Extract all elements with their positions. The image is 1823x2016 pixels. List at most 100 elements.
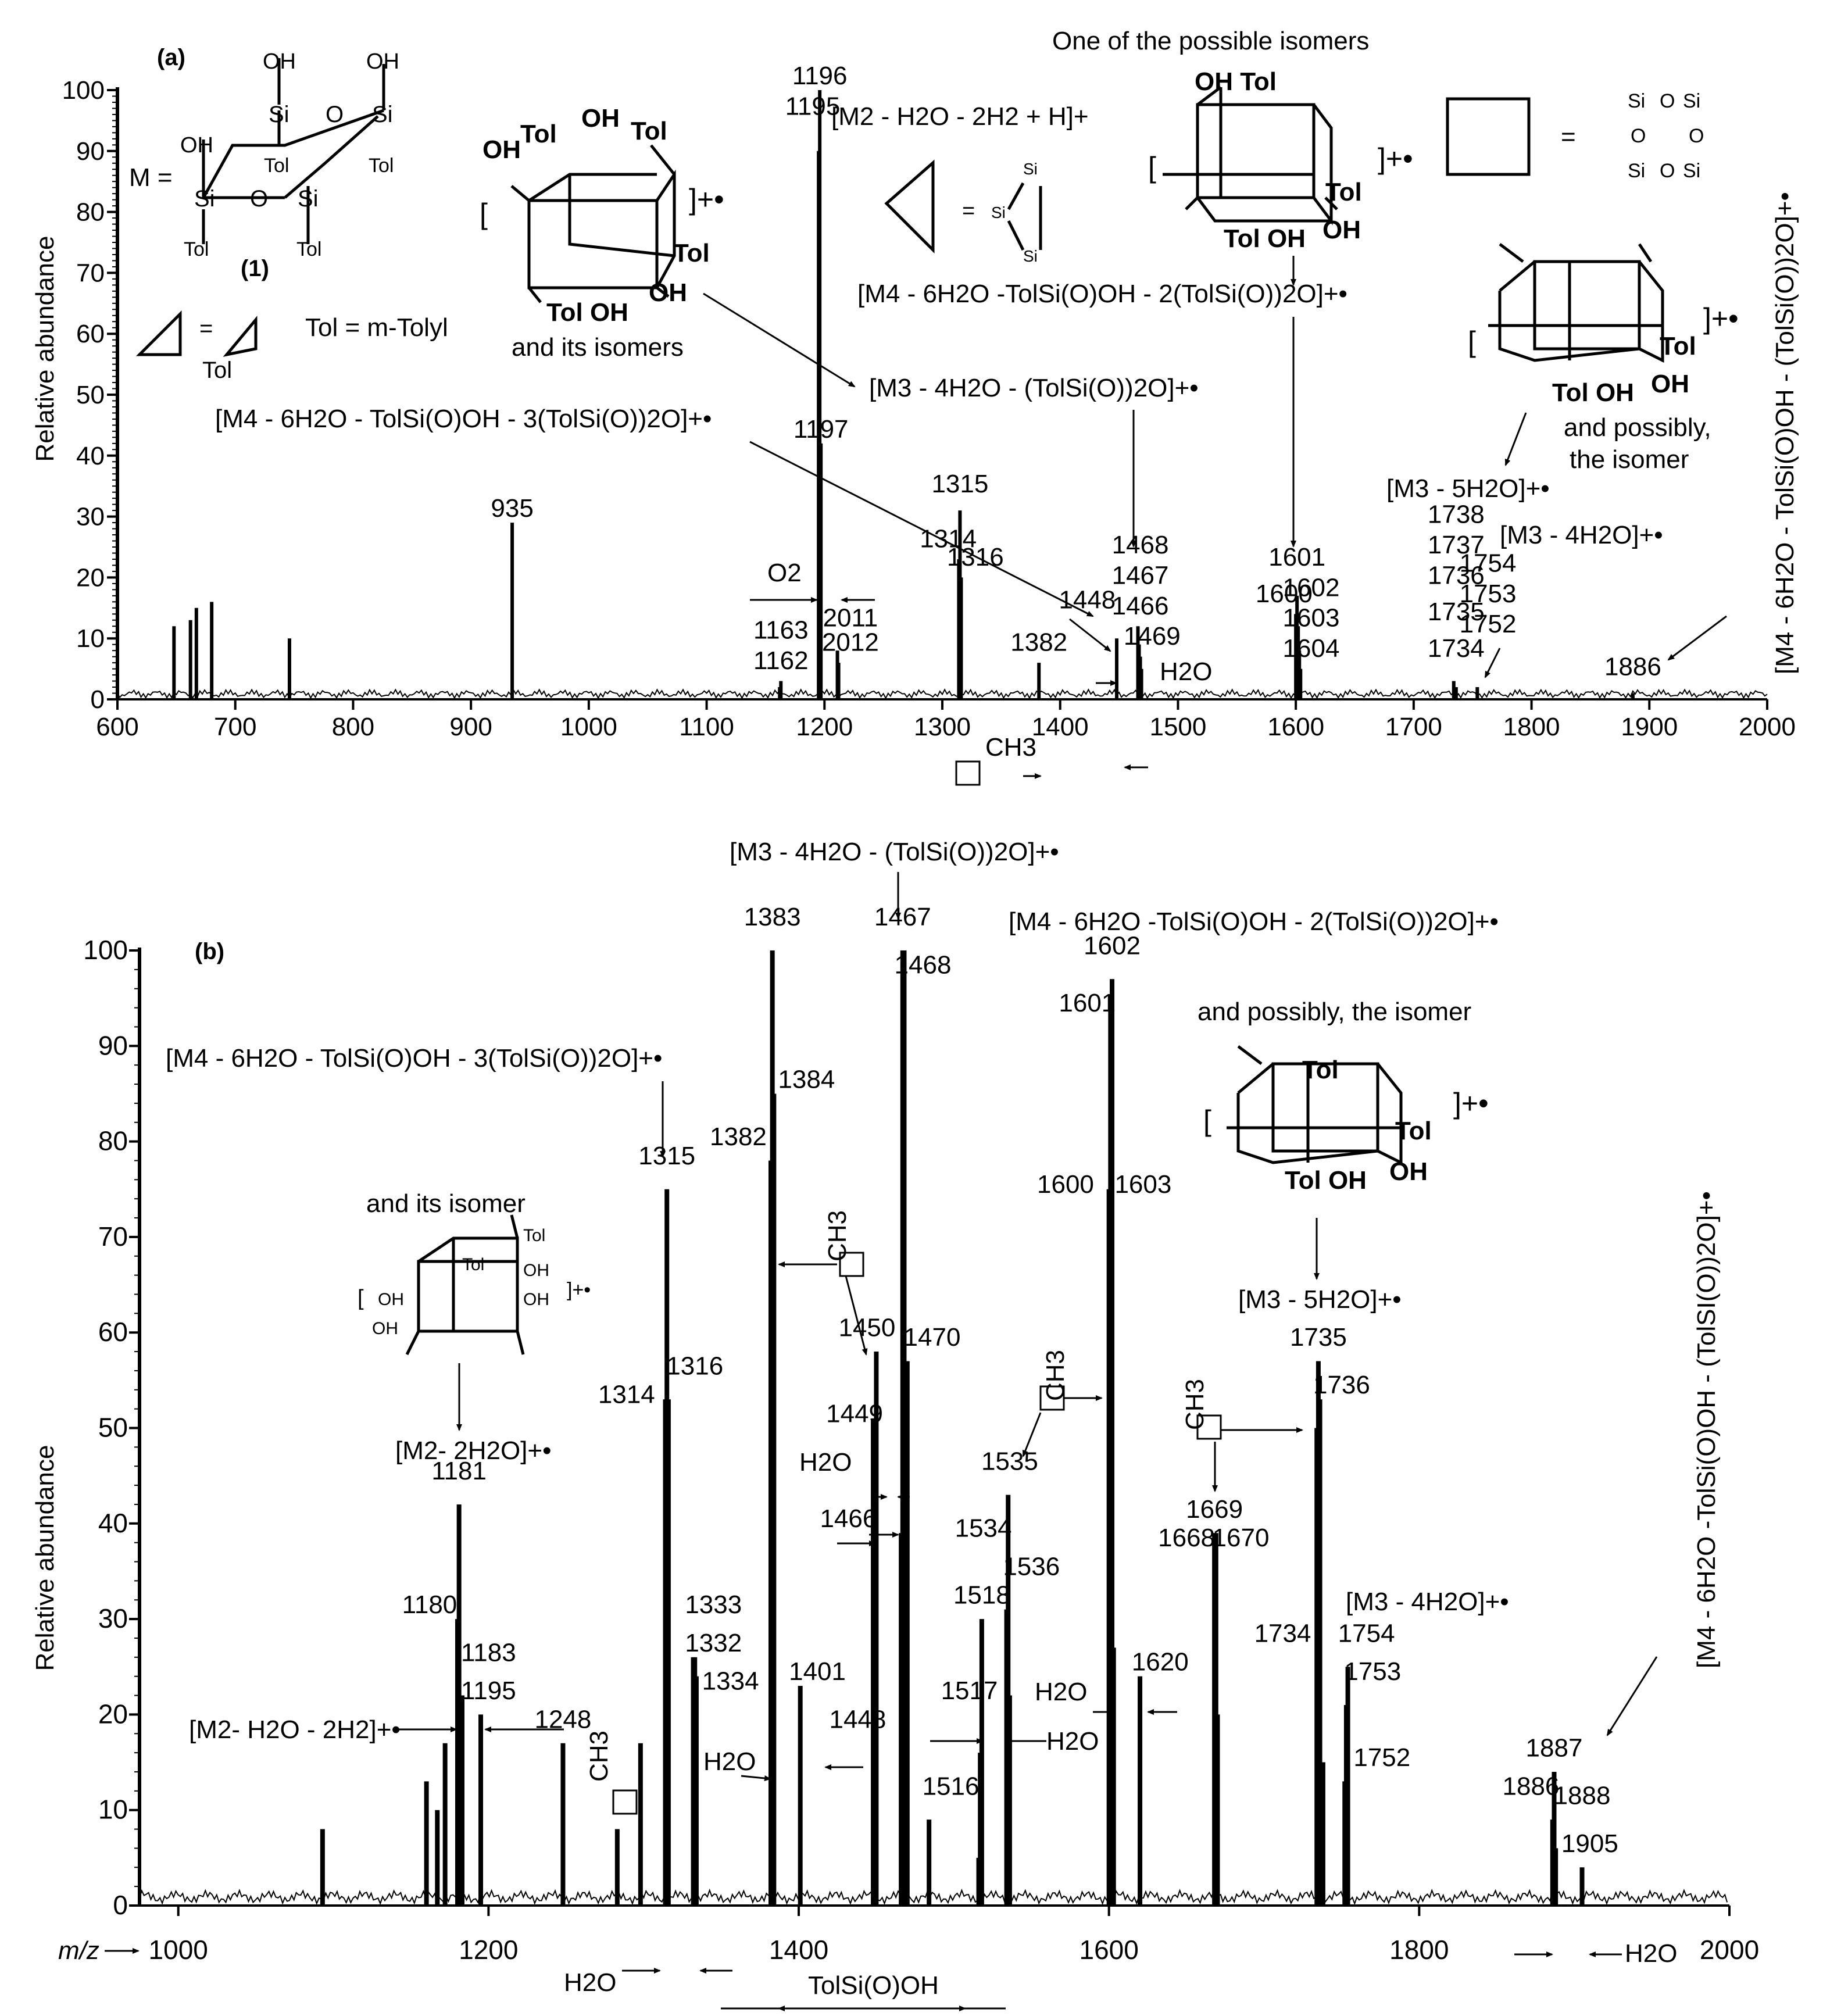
- ring-icon: [612, 1789, 638, 1815]
- cage-tol-oh-label: Tol OH: [546, 298, 628, 327]
- peak-label: 1735: [1428, 598, 1485, 626]
- peak-label: 1752: [1353, 1743, 1410, 1772]
- panel-b-axes: [129, 948, 1731, 1916]
- peak-label: 1600: [1037, 1170, 1094, 1199]
- struct-si-label: Si: [372, 102, 393, 127]
- y-tick-label: 10: [76, 624, 105, 653]
- cage-oh-label: OH: [378, 1290, 404, 1309]
- legend-o: O: [1660, 160, 1675, 182]
- x-tick-label: 1300: [914, 713, 971, 741]
- panel-a-peaks: [117, 90, 1768, 700]
- x-tick-label: 1900: [1621, 713, 1678, 741]
- peak-label: 1195: [461, 1677, 516, 1705]
- peak-label: 1314: [598, 1381, 655, 1409]
- cage-tol-oh-label: Tol OH: [1285, 1166, 1367, 1195]
- y-tick-label: 40: [98, 1508, 128, 1538]
- peak-label: 1195: [785, 92, 841, 120]
- peak-label: 1469: [1124, 622, 1181, 650]
- annotation-tolsioh-span: TolSi(O)OH: [808, 1971, 939, 2000]
- y-tick-label: 70: [98, 1221, 128, 1252]
- y-tick-label: 40: [76, 442, 105, 470]
- cage-oh-label: OH: [523, 1290, 549, 1309]
- cage-oh-label: OH: [523, 1261, 549, 1280]
- y-tick-label: 70: [76, 259, 105, 287]
- y-tick-label: 50: [76, 381, 105, 409]
- struct-si-label: Si: [298, 186, 319, 212]
- x-tick-label: 1700: [1385, 713, 1442, 741]
- annotation-o2: O2: [767, 559, 802, 587]
- struct-si-label: Si: [194, 186, 215, 212]
- peak-label: 1315: [931, 470, 988, 498]
- annotation-and-possibly: and possibly,: [1564, 413, 1711, 442]
- legend-equals: =: [962, 199, 975, 223]
- arrow: [1069, 618, 1111, 652]
- panel-a-label: (a): [157, 45, 185, 70]
- ion-m3-4h2o: [M3 - 4H2O]+•: [1346, 1588, 1509, 1616]
- peak-label: 1384: [778, 1065, 835, 1093]
- peak-label: 1180: [402, 1590, 457, 1619]
- ion-m3-5h2o: [M3 - 5H2O]+•: [1238, 1285, 1402, 1314]
- ion-m3-4h2o-tolsi: [M3 - 4H2O - (TolSi(O))2O]+•: [730, 838, 1059, 866]
- cage-tol-label: Tol: [1302, 1056, 1339, 1084]
- cage-bracket-open: [: [1468, 326, 1476, 358]
- annotation-ch3: CH3: [585, 1731, 613, 1782]
- cage-bracket-close: ]+•: [1378, 142, 1413, 175]
- cage-bracket-open: [: [1203, 1104, 1211, 1137]
- peak-label: 1888: [1554, 1782, 1611, 1810]
- legend-si: Si: [991, 203, 1006, 221]
- annotation-ch3: CH3: [1041, 1350, 1070, 1401]
- annotation-ch3: CH3: [1181, 1379, 1209, 1430]
- peak-label: 1601: [1268, 543, 1325, 571]
- struct-tol-label: Tol: [202, 358, 232, 383]
- cage-tol-label: Tol: [1395, 1117, 1432, 1145]
- cage-bracket-open: [: [358, 1286, 364, 1310]
- annotation-and-its-isomer: and its isomer: [366, 1189, 526, 1218]
- x-tick-label: 800: [332, 713, 374, 741]
- struct-o-label: O: [326, 102, 344, 127]
- struct-tol-label: Tol: [369, 155, 394, 177]
- x-tick-label: 1600: [1079, 1935, 1139, 1965]
- peak-label: 2011: [823, 604, 878, 632]
- annotation-h2o: H2O: [799, 1448, 852, 1477]
- annotation-h2o: H2O: [1046, 1727, 1099, 1756]
- peak-label: 1449: [826, 1400, 883, 1428]
- peak-label: 1181: [431, 1457, 487, 1485]
- panel-a-y-axis-label: Relative abundance: [31, 236, 59, 462]
- bond-notation-icon: Tol =: [135, 310, 258, 383]
- peak-label: 1601: [1059, 989, 1116, 1017]
- y-tick-label: 100: [62, 76, 105, 105]
- cage-bracket-close: ]+•: [567, 1279, 591, 1301]
- annotation-h2o: H2O: [1160, 657, 1212, 686]
- panel-a-axes: [107, 87, 1768, 710]
- arrow: [749, 441, 1094, 617]
- y-tick-label: 0: [91, 685, 105, 714]
- y-tick-label: 90: [98, 1030, 128, 1060]
- ring-icon: [955, 760, 981, 786]
- ring-icon: [839, 1252, 864, 1277]
- peak-label: 1334: [702, 1667, 759, 1696]
- cage-oh-tol-label: OH Tol: [1195, 67, 1277, 96]
- y-tick-label: 30: [98, 1603, 128, 1633]
- peak-label: 1886: [1503, 1772, 1560, 1800]
- peak-label: 1886: [1604, 653, 1661, 681]
- cage-tol-oh-label: Tol OH: [1224, 224, 1306, 253]
- panel-b: Relative abundance (b) m/z 0 10 20 30 40 50 60…: [31, 838, 1759, 2011]
- ion-m3-4h2o-tolsi: [M3 - 4H2O - (TolSi(O))2O]+•: [869, 374, 1199, 402]
- x-tick-label: 1600: [1267, 713, 1324, 741]
- cage-bracket-close: ]+•: [689, 183, 724, 216]
- y-tick-label: 100: [83, 935, 128, 965]
- peak-label: 1753: [1460, 580, 1517, 608]
- peak-label: 1887: [1526, 1734, 1583, 1763]
- peak-label: 1754: [1338, 1619, 1395, 1647]
- x-tick-label: 1500: [1149, 713, 1206, 741]
- cage-oh-label: OH: [1389, 1157, 1428, 1186]
- peak-label: 1382: [710, 1123, 767, 1151]
- peak-label: 1668: [1158, 1524, 1215, 1552]
- ion-m4-2tolsi: [M4 - 6H2O -TolSi(O)OH - 2(TolSi(O))2O]+…: [857, 280, 1347, 308]
- cage-bracket-close: ]+•: [1453, 1087, 1489, 1120]
- arrow: [1606, 1656, 1658, 1736]
- cage-tol-label: Tol: [462, 1255, 484, 1274]
- x-tick-label: 600: [96, 713, 138, 741]
- peak-label: 1534: [955, 1514, 1012, 1543]
